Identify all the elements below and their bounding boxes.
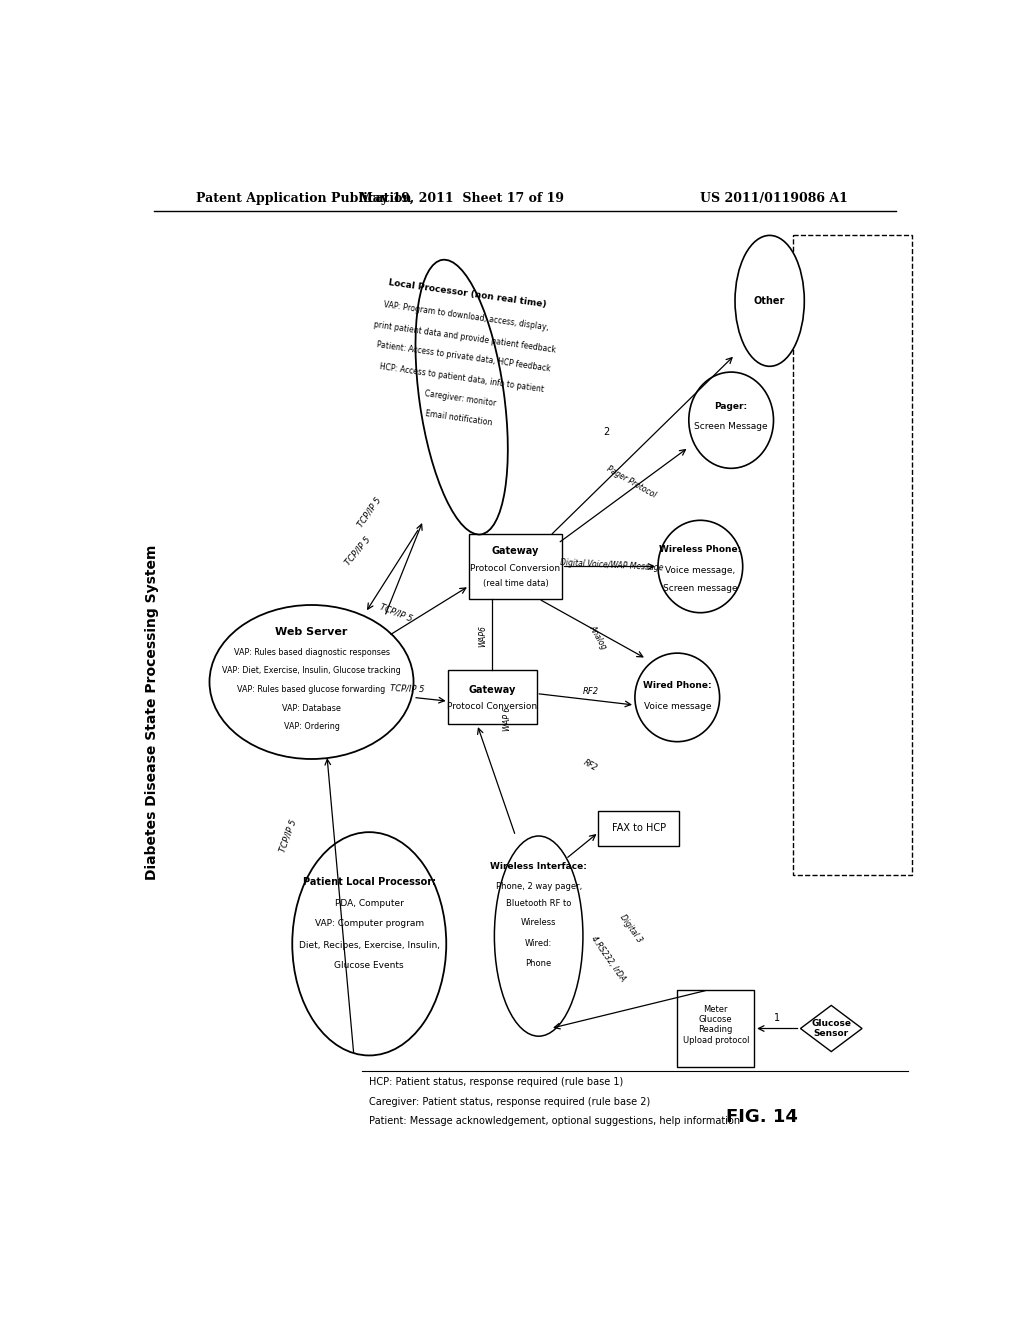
Text: US 2011/0119086 A1: US 2011/0119086 A1 <box>700 191 848 205</box>
Polygon shape <box>801 1006 862 1052</box>
Text: TCP/IP 5: TCP/IP 5 <box>390 682 425 693</box>
Bar <box>793 235 912 874</box>
Text: WAP6: WAP6 <box>478 624 487 647</box>
Text: print patient data and provide patient feedback: print patient data and provide patient f… <box>373 319 556 354</box>
Text: RF2: RF2 <box>582 758 599 772</box>
Text: Wired Phone:: Wired Phone: <box>643 681 712 690</box>
Text: Patient: Message acknowledgement, optional suggestions, help information: Patient: Message acknowledgement, option… <box>370 1115 740 1126</box>
Text: Gateway: Gateway <box>492 546 540 556</box>
Text: RF2: RF2 <box>583 686 599 696</box>
Text: WAP 6: WAP 6 <box>504 706 512 731</box>
Text: Meter
Glucose
Reading
Upload protocol: Meter Glucose Reading Upload protocol <box>683 1005 749 1044</box>
Ellipse shape <box>635 653 720 742</box>
Text: VAP: Computer program: VAP: Computer program <box>314 919 424 928</box>
Text: Pager:: Pager: <box>715 401 748 411</box>
Text: FAX to HCP: FAX to HCP <box>611 824 666 833</box>
Bar <box>449 671 537 725</box>
Text: Glucose
Sensor: Glucose Sensor <box>811 1019 851 1039</box>
Text: Pager Protocol: Pager Protocol <box>605 465 657 499</box>
Text: VAP: Program to download, access, display,: VAP: Program to download, access, displa… <box>383 300 550 333</box>
Text: Gateway: Gateway <box>469 685 516 694</box>
Text: TCP/IP 5: TCP/IP 5 <box>279 818 299 854</box>
Text: Patient: Access to private data, HCP feedback: Patient: Access to private data, HCP fee… <box>376 341 551 374</box>
Text: HCP: Patient status, response required (rule base 1): HCP: Patient status, response required (… <box>370 1077 624 1088</box>
Ellipse shape <box>292 832 446 1056</box>
Text: Wireless Interface:: Wireless Interface: <box>490 862 587 871</box>
Text: HCP: Access to patient data, info to patient: HCP: Access to patient data, info to pat… <box>379 362 545 393</box>
Text: Wireless Phone:: Wireless Phone: <box>659 545 741 554</box>
Text: Screen Message: Screen Message <box>694 422 768 430</box>
Text: VAP: Database: VAP: Database <box>282 705 341 713</box>
Bar <box>469 533 562 599</box>
Text: Wired:: Wired: <box>525 940 552 948</box>
Text: Email notification: Email notification <box>425 409 493 428</box>
Text: Voice message,: Voice message, <box>666 566 735 574</box>
Text: Analog: Analog <box>588 623 608 651</box>
Text: Patent Application Publication: Patent Application Publication <box>196 191 412 205</box>
Text: Voice message: Voice message <box>643 702 711 711</box>
Text: VAP: Rules based glucose forwarding: VAP: Rules based glucose forwarding <box>238 685 386 694</box>
Text: Protocol Conversion: Protocol Conversion <box>470 564 560 573</box>
Ellipse shape <box>210 605 414 759</box>
Ellipse shape <box>416 260 508 535</box>
Ellipse shape <box>658 520 742 612</box>
Text: Phone: Phone <box>525 958 552 968</box>
Text: Wireless: Wireless <box>521 917 556 927</box>
Text: Caregiver: monitor: Caregiver: monitor <box>424 389 497 408</box>
Text: Protocol Conversion: Protocol Conversion <box>447 702 538 711</box>
Text: Diabetes Disease State Processing System: Diabetes Disease State Processing System <box>145 545 159 880</box>
Text: Bluetooth RF to: Bluetooth RF to <box>506 899 571 908</box>
Text: PDA, Computer: PDA, Computer <box>335 899 403 908</box>
Text: VAP: Rules based diagnostic responses: VAP: Rules based diagnostic responses <box>233 648 389 657</box>
Text: (real time data): (real time data) <box>482 579 549 587</box>
Text: Digital 3: Digital 3 <box>618 912 644 944</box>
Text: Phone, 2 way pager,: Phone, 2 way pager, <box>496 882 582 891</box>
Ellipse shape <box>689 372 773 469</box>
Text: Caregiver: Patient status, response required (rule base 2): Caregiver: Patient status, response requ… <box>370 1097 650 1106</box>
Text: FIG. 14: FIG. 14 <box>726 1107 798 1126</box>
Bar <box>677 990 755 1067</box>
Text: Web Server: Web Server <box>275 627 348 638</box>
Ellipse shape <box>735 235 804 367</box>
Text: Screen message: Screen message <box>664 583 737 593</box>
Text: 2: 2 <box>603 426 609 437</box>
Text: Digital Voice/WAP Message: Digital Voice/WAP Message <box>560 558 664 572</box>
Text: Local Processor (non real time): Local Processor (non real time) <box>388 277 548 309</box>
Text: Glucose Events: Glucose Events <box>335 961 404 970</box>
Text: TCP/IP 5: TCP/IP 5 <box>355 496 383 529</box>
Text: Diet, Recipes, Exercise, Insulin,: Diet, Recipes, Exercise, Insulin, <box>299 941 439 950</box>
Text: 1: 1 <box>774 1012 780 1023</box>
Bar <box>598 810 679 846</box>
Text: Patient Local Processor:: Patient Local Processor: <box>303 878 436 887</box>
Text: 4.RS232, IrDA: 4.RS232, IrDA <box>589 935 627 983</box>
Text: VAP: Diet, Exercise, Insulin, Glucose tracking: VAP: Diet, Exercise, Insulin, Glucose tr… <box>222 667 400 675</box>
Text: May 19, 2011  Sheet 17 of 19: May 19, 2011 Sheet 17 of 19 <box>359 191 564 205</box>
Text: TCP/IP 5: TCP/IP 5 <box>343 535 372 568</box>
Text: VAP: Ordering: VAP: Ordering <box>284 722 339 731</box>
Text: Other: Other <box>754 296 785 306</box>
Ellipse shape <box>495 836 583 1036</box>
Text: TCP/IP 5: TCP/IP 5 <box>379 602 414 623</box>
